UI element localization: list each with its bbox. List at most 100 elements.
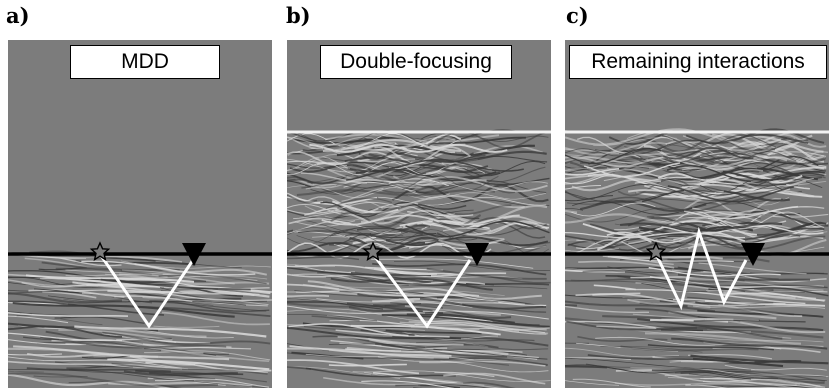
reflector-stroke	[328, 363, 407, 367]
reflector-stroke	[641, 189, 685, 203]
reflector-stroke	[300, 172, 368, 184]
reflector-stroke	[339, 290, 424, 294]
reflector-stroke	[347, 164, 493, 182]
reflector-stroke	[619, 167, 819, 181]
reflector-stroke	[8, 279, 141, 287]
reflector-stroke	[33, 375, 88, 378]
reflector-stroke	[40, 335, 227, 349]
reflector-stroke	[142, 296, 269, 306]
reflector-stroke	[663, 146, 754, 160]
reflector-stroke	[413, 209, 474, 217]
reflector-stroke	[677, 266, 828, 275]
reflector-stroke	[350, 324, 501, 336]
reflector-stroke	[690, 354, 829, 365]
reflector-stroke	[565, 167, 620, 176]
reflector-stroke	[565, 380, 620, 386]
reflector-stroke	[715, 179, 806, 187]
reflector-stroke	[68, 380, 183, 388]
reflector-stroke	[383, 180, 432, 184]
lower-reflections	[287, 256, 551, 388]
reflector-stroke	[565, 231, 746, 239]
reflector-stroke	[287, 180, 312, 188]
reflector-stroke	[674, 370, 825, 382]
reflector-stroke	[353, 142, 396, 152]
reflector-stroke	[614, 215, 765, 227]
reflector-stroke	[577, 335, 668, 342]
reflector-stroke	[565, 128, 782, 146]
triangle-down-icon	[182, 243, 206, 266]
panel-title-remaining-interactions: Remaining interactions	[569, 45, 827, 79]
reflector-stroke	[328, 343, 425, 348]
reflector-stroke	[357, 293, 544, 308]
reflector-stroke	[161, 311, 270, 326]
reflector-stroke	[685, 278, 824, 291]
reflector-stroke	[317, 271, 432, 285]
reflector-stroke	[637, 317, 824, 332]
reflector-stroke	[294, 290, 499, 303]
reflector-stroke	[287, 229, 480, 245]
reflector-stroke	[692, 357, 784, 368]
reflector-stroke	[687, 354, 773, 360]
reflector-stroke	[385, 236, 549, 247]
reflector-stroke	[595, 196, 764, 212]
reflector-stroke	[385, 329, 482, 335]
reflector-stroke	[565, 239, 596, 243]
reflector-stroke	[330, 277, 493, 291]
reflector-stroke	[712, 347, 821, 353]
reflector-stroke	[417, 215, 550, 226]
reflector-stroke	[614, 382, 777, 388]
reflector-stroke	[644, 332, 802, 345]
reflector-stroke	[8, 353, 63, 356]
reflector-stroke	[639, 150, 797, 164]
reflector-stroke	[323, 376, 502, 388]
reflector-stroke	[102, 331, 271, 346]
reflector-stroke	[406, 313, 515, 324]
reflector-stroke	[439, 181, 548, 192]
reflector-stroke	[65, 273, 168, 278]
reflector-stroke	[8, 332, 122, 342]
reflector-stroke	[298, 130, 431, 148]
triangle-down-icon	[741, 243, 765, 266]
reflector-stroke	[565, 209, 578, 214]
reflector-stroke	[303, 326, 370, 331]
reflector-stroke	[565, 247, 620, 252]
reflector-stroke	[321, 214, 520, 226]
reflector-stroke	[289, 345, 452, 357]
reflector-stroke	[683, 205, 799, 220]
triangle-down-icon	[465, 243, 489, 266]
reflector-stroke	[579, 200, 707, 212]
reflector-stroke	[26, 367, 171, 373]
reflector-stroke	[12, 301, 235, 318]
reflector-stroke	[369, 339, 448, 350]
reflector-stroke	[378, 196, 547, 206]
reflector-stroke	[593, 284, 636, 291]
reflector-stroke	[287, 227, 426, 244]
reflector-stroke	[433, 348, 548, 360]
reflector-stroke	[565, 278, 746, 293]
reflector-stroke	[419, 297, 547, 310]
reflector-stroke	[153, 325, 220, 328]
star-icon	[89, 241, 111, 262]
reflector-stroke	[625, 288, 806, 305]
reflector-stroke	[416, 324, 549, 335]
reflector-stroke	[667, 185, 794, 203]
reflector-stroke	[407, 192, 546, 200]
reflector-stroke	[565, 185, 602, 190]
reflector-stroke	[583, 162, 681, 178]
reflector-stroke	[597, 365, 827, 378]
seismic-image-b	[287, 129, 551, 388]
reflector-stroke	[105, 273, 268, 280]
reflector-stroke	[8, 315, 69, 324]
reflector-stroke	[107, 358, 270, 371]
reflector-stroke	[375, 343, 508, 358]
reflector-stroke	[75, 260, 196, 266]
reflector-stroke	[634, 176, 743, 185]
lower-reflections	[8, 250, 272, 388]
reflector-stroke	[440, 360, 549, 373]
reflector-stroke	[47, 295, 247, 306]
reflector-stroke	[337, 204, 512, 216]
reflector-stroke	[388, 178, 449, 187]
reflector-stroke	[692, 206, 825, 216]
overburden-reflections	[287, 129, 551, 259]
reflector-stroke	[287, 241, 426, 253]
